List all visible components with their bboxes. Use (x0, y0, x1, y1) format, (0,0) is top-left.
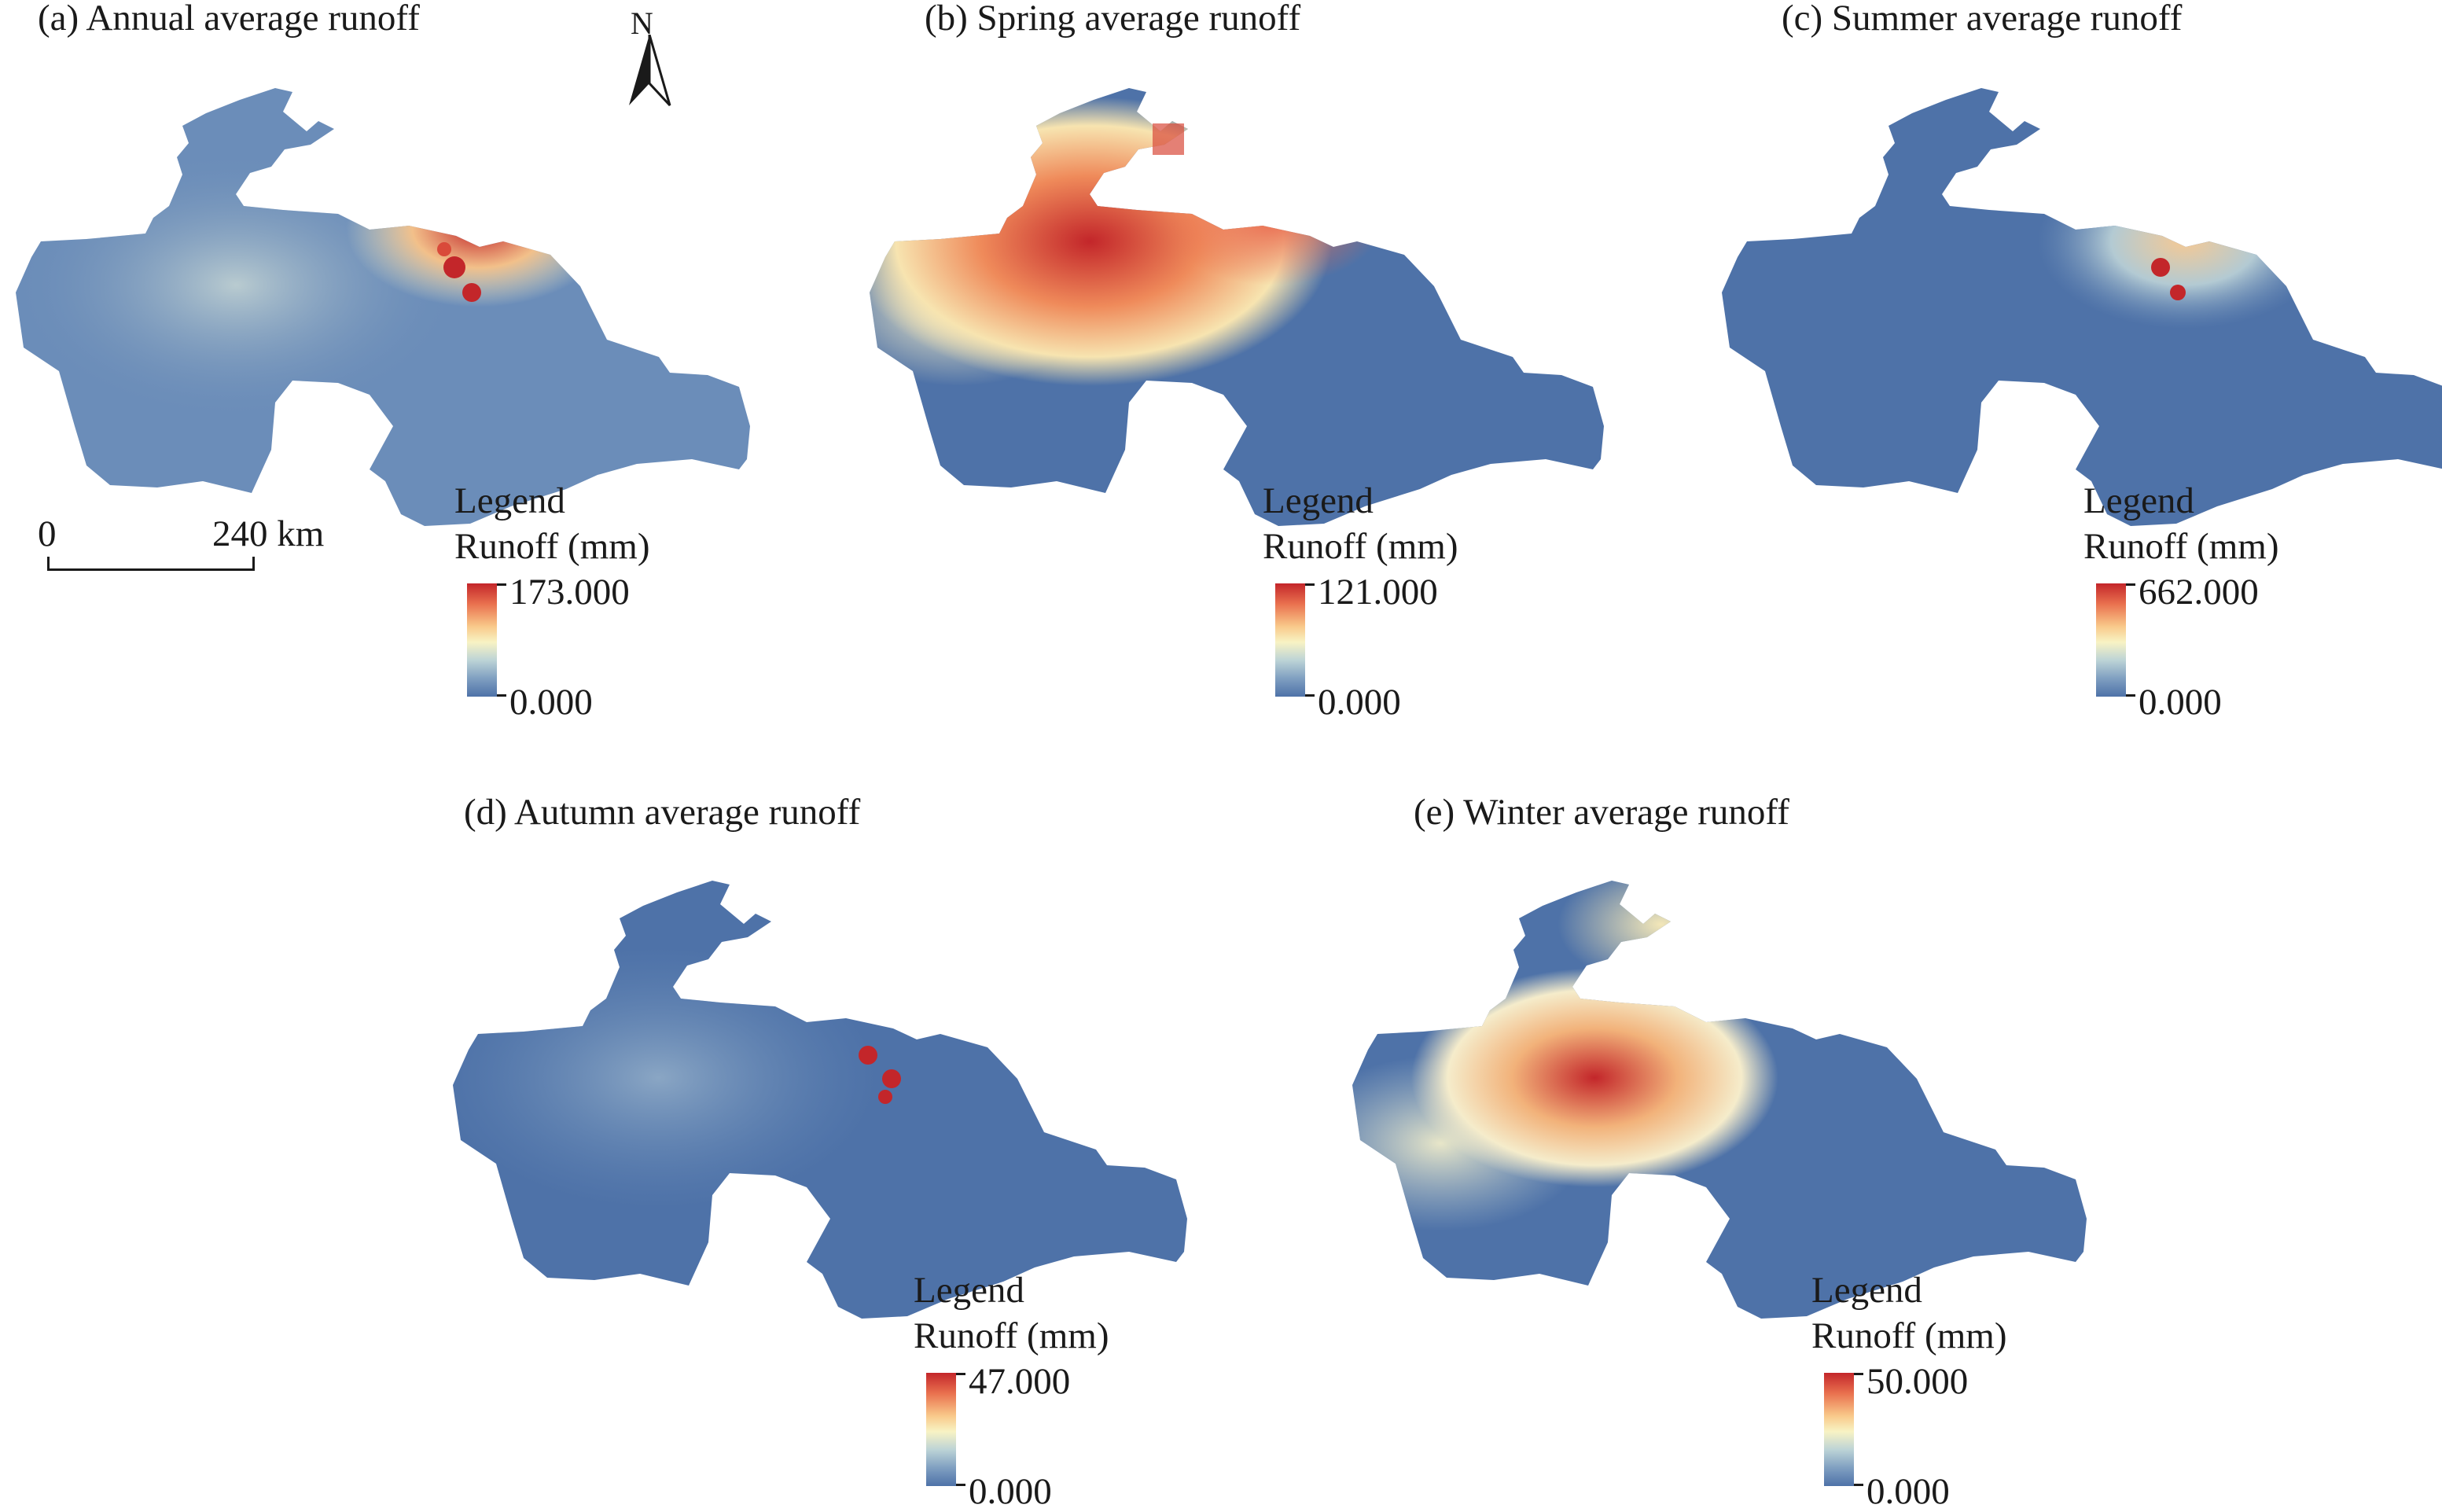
panel-title: (e) Winter average runoff (1414, 792, 1789, 833)
legend-min: 0.000 (969, 1471, 1052, 1512)
north-arrow-icon (629, 35, 671, 107)
scale-end-label: 240 km (212, 513, 325, 554)
legend-heading: Legend (1263, 480, 1374, 521)
legend-min: 0.000 (2139, 682, 2222, 723)
legend: Legend Runoff (mm) 50.000 0.000 (1811, 1270, 2079, 1512)
panel-title: (b) Spring average runoff (925, 0, 1301, 39)
legend-max: 121.000 (1318, 572, 1438, 613)
scale-start-label: 0 (38, 513, 57, 554)
color-ramp (926, 1373, 956, 1486)
runoff-map (1722, 88, 2442, 526)
panel-title: (c) Summer average runoff (1782, 0, 2183, 39)
legend: Legend Runoff (mm) 121.000 0.000 (1263, 483, 1530, 734)
panel-title: (a) Annual average runoff (38, 0, 420, 39)
color-ramp (467, 583, 497, 697)
legend-heading: Legend (1811, 1270, 1922, 1311)
legend-max: 47.000 (969, 1361, 1071, 1402)
legend-unit: Runoff (mm) (1811, 1315, 2007, 1356)
runoff-map (1352, 881, 2087, 1319)
legend-heading: Legend (914, 1270, 1024, 1311)
legend-unit: Runoff (mm) (2083, 526, 2279, 567)
north-arrow: N (626, 5, 673, 107)
legend-heading: Legend (2083, 480, 2194, 521)
panel-title: (d) Autumn average runoff (464, 792, 861, 833)
legend-unit: Runoff (mm) (914, 1315, 1109, 1356)
legend: Legend Runoff (mm) 173.000 0.000 (454, 483, 722, 734)
legend-min: 0.000 (1866, 1471, 1950, 1512)
color-ramp (1824, 1373, 1854, 1486)
legend-min: 0.000 (1318, 682, 1401, 723)
runoff-map (16, 88, 750, 526)
legend-unit: Runoff (mm) (454, 526, 650, 567)
color-ramp (1275, 583, 1305, 697)
runoff-map (453, 881, 1187, 1319)
color-ramp (2096, 583, 2126, 697)
legend-heading: Legend (454, 480, 565, 521)
legend-max: 662.000 (2139, 572, 2259, 613)
runoff-map (870, 88, 1604, 526)
scale-line (47, 557, 255, 571)
scale-bar: 0 240 km (38, 513, 368, 583)
legend-unit: Runoff (mm) (1263, 526, 1458, 567)
legend-max: 50.000 (1866, 1361, 1969, 1402)
legend: Legend Runoff (mm) 47.000 0.000 (914, 1270, 1181, 1512)
legend-max: 173.000 (509, 572, 630, 613)
legend: Legend Runoff (mm) 662.000 0.000 (2083, 483, 2351, 734)
legend-min: 0.000 (509, 682, 593, 723)
